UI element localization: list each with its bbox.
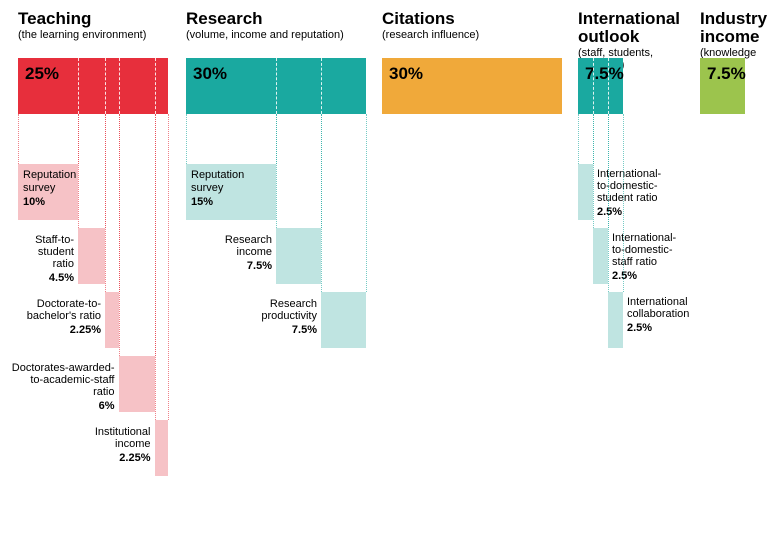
sub-box (105, 292, 119, 348)
sub-label: Reputationsurvey15% (191, 169, 244, 209)
pillar-bar: 7.5% (578, 58, 623, 114)
pillar-subtitle: (the learning environment) (18, 29, 168, 42)
pillar-subtitle: (volume, income and reputation) (186, 29, 366, 42)
sub-box (119, 356, 155, 412)
sub-label: Institutionalincome2.25% (31, 426, 151, 464)
sub-label: Researchincome7.5% (152, 234, 272, 272)
sub-label: Researchproductivity7.5% (197, 298, 317, 336)
pillar-bar: 25% (18, 58, 168, 114)
sub-label: International-to-domestic-student ratio2… (597, 168, 687, 218)
pillar-industry: Industryincome(knowledgetransfer)7.5% (700, 10, 775, 114)
pillar-subtitle: (research influence) (382, 29, 562, 42)
pillar-intl: Internationaloutlook(staff, students,res… (578, 10, 688, 114)
pillar-research: Research(volume, income and reputation) 3… (186, 10, 366, 114)
sub-label: Reputationsurvey10% (23, 169, 76, 209)
sub-label: Doctorates-awarded-to-academic-staffrati… (0, 362, 115, 412)
sub-label: Doctorate-to-bachelor's ratio2.25% (0, 298, 101, 336)
pillar-pct: 30% (389, 64, 423, 84)
pillar-title: Industryincome (700, 10, 775, 46)
pillar-bar: 7.5% (700, 58, 745, 114)
sub-label: Internationalcollaboration2.5% (627, 296, 717, 334)
pillar-title: Research (186, 10, 366, 28)
pillar-teaching: Teaching(the learning environment)25%Rep… (18, 10, 168, 114)
pillar-pct: 7.5% (585, 64, 624, 84)
pillar-bar: 30% (186, 58, 366, 114)
sub-box (578, 164, 593, 220)
pillar-title: Internationaloutlook (578, 10, 688, 46)
sub-label: International-to-domestic-staff ratio2.5… (612, 232, 702, 282)
sub-box (321, 292, 366, 348)
sub-box: Reputationsurvey15% (186, 164, 276, 220)
sub-box (608, 292, 623, 348)
sub-box (276, 228, 321, 284)
pillar-citations: Citations(research influence) 30% (382, 10, 562, 114)
pillar-pct: 25% (25, 64, 59, 84)
pillar-bar: 30% (382, 58, 562, 114)
pillar-pct: 30% (193, 64, 227, 84)
pillar-title: Citations (382, 10, 562, 28)
sub-box (155, 420, 169, 476)
pillar-title: Teaching (18, 10, 168, 28)
pillar-pct: 7.5% (707, 64, 746, 84)
sub-box: Reputationsurvey10% (18, 164, 78, 220)
sub-box (593, 228, 608, 284)
sub-label: Staff-to-studentratio4.5% (0, 234, 74, 284)
sub-box (78, 228, 105, 284)
